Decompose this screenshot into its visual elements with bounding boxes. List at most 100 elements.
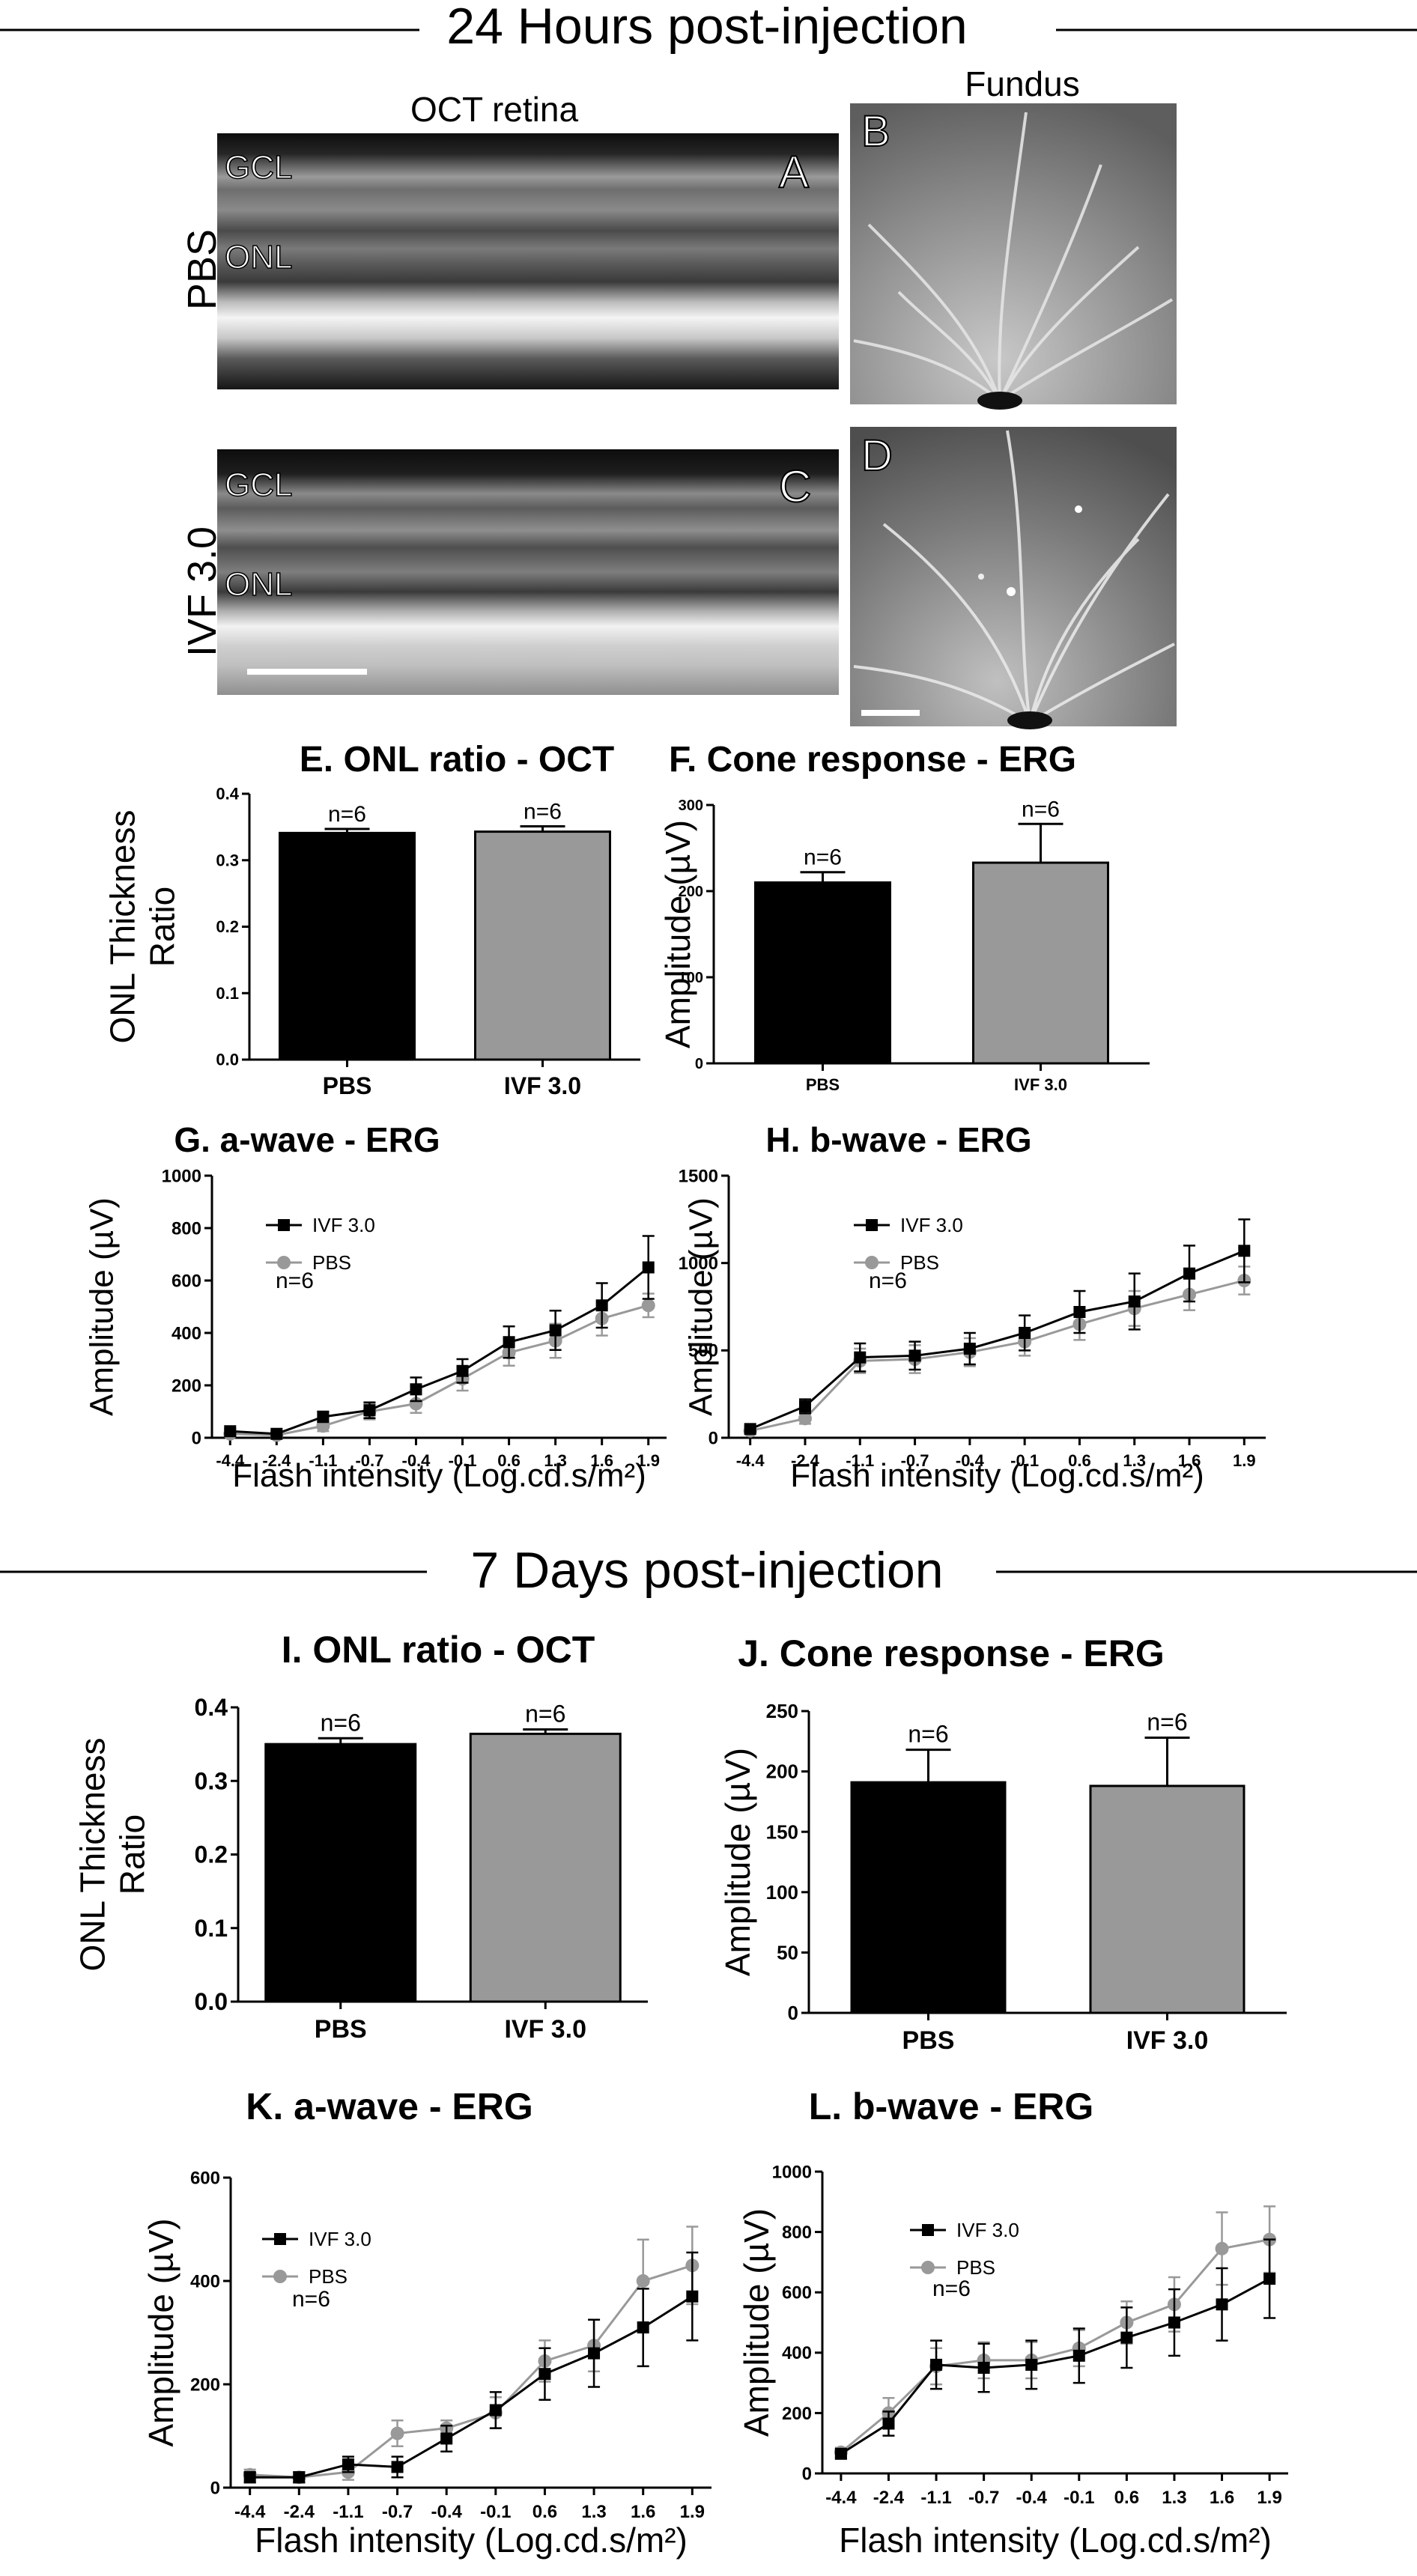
data-point-H (1073, 1306, 1086, 1318)
x-tick-label-G: 0.6 (497, 1451, 521, 1470)
x-tick-label-H: -0.1 (1010, 1451, 1039, 1470)
chart-title-L: L. b-wave - ERG (809, 2086, 1094, 2127)
n-label-F: n=6 (1022, 797, 1060, 821)
data-point-G (270, 1427, 283, 1440)
y-tick-label-K: 600 (190, 2168, 220, 2188)
y-axis-label-J: Amplitude (µV) (718, 1748, 757, 1976)
chart-title-J: J. Cone response - ERG (738, 1632, 1165, 1674)
data-point-K (440, 2432, 453, 2445)
y-tick-label-J: 150 (766, 1820, 798, 1843)
y-tick-label-L: 800 (782, 2223, 812, 2243)
category-label-F: PBS (806, 1075, 840, 1094)
fundus-image-ivf: D (850, 427, 1177, 729)
oct-header: OCT retina (410, 90, 579, 129)
x-axis-label-L: Flash intensity (Log.cd.s/m²) (839, 2521, 1272, 2560)
oct-image-pbs: GCL ONL A (217, 133, 839, 389)
data-point-G (363, 1404, 376, 1417)
data-point-G (410, 1383, 422, 1396)
y-tick-label-F: 100 (679, 970, 703, 986)
legend-label-K: IVF 3.0 (309, 2228, 371, 2250)
chart-title-H: H. b-wave - ERG (765, 1120, 1031, 1159)
panel-label-c: C (779, 461, 811, 511)
x-tick-label-H: 0.6 (1068, 1451, 1091, 1470)
n-label-F: n=6 (804, 845, 842, 870)
legend-marker-G (277, 1256, 291, 1269)
chart-L: L. b-wave - ERG 0 200 400 600 800 1000 Amplitud… (737, 2086, 1288, 2560)
x-tick-label-G: -0.1 (449, 1451, 477, 1470)
x-tick-label-L: -0.1 (1063, 2488, 1094, 2508)
x-tick-label-L: 1.9 (1257, 2488, 1281, 2508)
data-point-K (637, 2321, 649, 2334)
data-point-K (588, 2347, 601, 2360)
series-line-pbs (249, 2264, 693, 2479)
data-point-G (317, 1411, 330, 1423)
data-point-L (1263, 2273, 1276, 2285)
fundus-header: Fundus (965, 64, 1079, 103)
legend-label-H: IVF 3.0 (900, 1214, 963, 1236)
x-tick-label-K: 0.6 (532, 2502, 557, 2522)
data-point-K (636, 2274, 650, 2288)
y-tick-label-L: 1000 (772, 2162, 812, 2182)
y-tick-label-J: 250 (766, 1700, 798, 1722)
x-axis-label-G: Flash intensity (Log.cd.s/m²) (232, 1457, 646, 1494)
data-point-H (1183, 1267, 1196, 1280)
y-tick-label-E: 0.4 (216, 785, 239, 804)
bar-J (1089, 1784, 1245, 2014)
data-point-L (1120, 2331, 1133, 2344)
series-line-ivf-3-0 (249, 2295, 694, 2479)
image-panels: OCT retina Fundus PBS IVF 3.0 GCL ONL A … (180, 64, 1177, 729)
y-tick-label-I: 0.0 (195, 1988, 228, 2015)
y-tick-label-K: 400 (190, 2271, 220, 2291)
series-line-pbs (750, 1279, 1245, 1433)
x-tick-label-K: -1.1 (333, 2502, 363, 2522)
data-point-L (930, 2358, 943, 2371)
data-point-L (1025, 2358, 1038, 2371)
x-axis-label-H: Flash intensity (Log.cd.s/m²) (790, 1457, 1204, 1494)
series-line-ivf-3-0 (840, 2277, 1270, 2455)
data-point-G (641, 1298, 655, 1313)
y-tick-label-K: 200 (190, 2375, 220, 2395)
legend-label-L: PBS (956, 2256, 995, 2279)
section-header-7d: 7 Days post-injection (0, 1542, 1417, 1599)
y-tick-label-I: 0.1 (195, 1915, 228, 1942)
y-axis-label-I: Ratio (113, 1814, 152, 1895)
x-tick-label-K: -0.7 (382, 2502, 413, 2522)
data-point-L (1215, 2241, 1229, 2255)
bar-F (972, 861, 1109, 1065)
panel-label-a: A (779, 147, 809, 197)
data-point-H (963, 1343, 976, 1355)
n-label-E: n=6 (524, 799, 562, 824)
category-label-I: PBS (315, 2015, 367, 2044)
x-tick-label-H: -2.4 (791, 1451, 820, 1470)
y-tick-label-H: 0 (708, 1428, 718, 1448)
n-label-I: n=6 (321, 1709, 361, 1736)
data-point-K (390, 2426, 404, 2440)
y-tick-label-L: 200 (782, 2404, 812, 2424)
n-label-H: n=6 (869, 1269, 907, 1293)
x-tick-label-H: -4.4 (736, 1451, 765, 1470)
y-tick-label-G: 0 (192, 1428, 201, 1448)
x-tick-label-H: 1.3 (1123, 1451, 1146, 1470)
y-tick-label-F: 200 (679, 884, 703, 900)
data-point-K (686, 2290, 699, 2303)
legend-label-G: PBS (312, 1251, 351, 1274)
legend-marker-L (921, 2261, 935, 2274)
category-label-E: IVF 3.0 (504, 1072, 581, 1099)
x-tick-label-K: -4.4 (234, 2502, 266, 2522)
legend-label-G: IVF 3.0 (312, 1214, 375, 1236)
y-tick-label-F: 0 (695, 1056, 703, 1072)
x-tick-label-G: 1.6 (590, 1451, 613, 1470)
bar-J (850, 1781, 1007, 2014)
data-point-L (1216, 2298, 1228, 2311)
x-tick-label-G: -0.7 (355, 1451, 383, 1470)
y-tick-label-J: 50 (777, 1942, 798, 1964)
data-point-G (503, 1336, 515, 1349)
y-tick-label-I: 0.3 (195, 1767, 228, 1794)
x-tick-label-H: -1.1 (846, 1451, 874, 1470)
oct-label-onl-a: ONL (225, 239, 292, 276)
bar-I (264, 1743, 417, 2003)
y-tick-label-G: 600 (172, 1271, 201, 1291)
y-tick-label-G: 800 (172, 1218, 201, 1239)
x-tick-label-H: -0.7 (901, 1451, 929, 1470)
section-header-24h: 24 Hours post-injection (0, 0, 1417, 55)
